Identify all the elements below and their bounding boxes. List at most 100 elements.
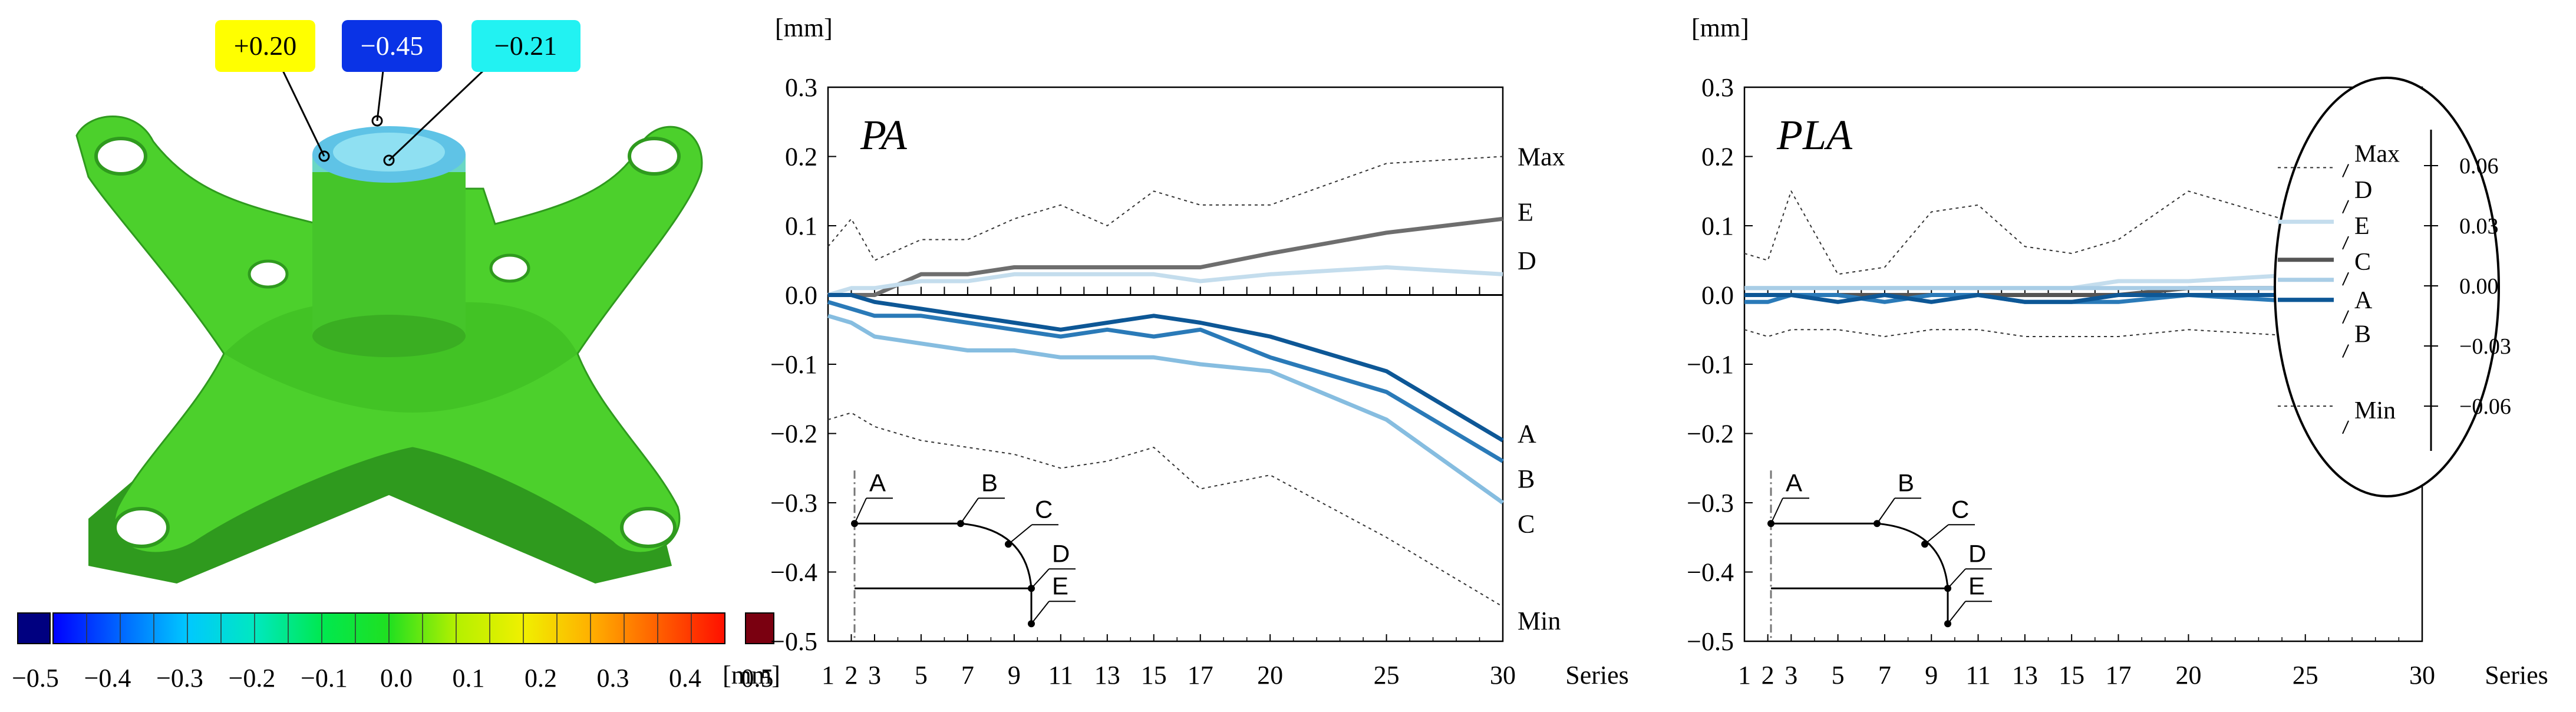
- x-axis-unit-label: [mm]: [723, 661, 780, 690]
- series-line-b: [827, 299, 1504, 463]
- zoom-tick-label: 0.00: [2459, 274, 2499, 299]
- colorbar-tick-label: 0.1: [453, 664, 485, 693]
- colorbar-tick-label: 0.2: [525, 664, 557, 693]
- colorbar-tick-label: 0.3: [597, 664, 629, 693]
- inset-leader: [854, 497, 867, 524]
- zoom-series-label: Min: [2354, 397, 2396, 424]
- y-tick-label: −0.5: [770, 627, 817, 656]
- zoom-series-label: B: [2354, 321, 2371, 348]
- x-tick-label: 5: [1832, 661, 1845, 690]
- y-axis-label: [mm]: [775, 14, 833, 42]
- x-tick-label: 3: [1785, 661, 1797, 690]
- zoom-ellipse: [2274, 77, 2500, 497]
- zoom-label-leader: [2342, 272, 2349, 286]
- y-tick-label: 0.2: [1701, 143, 1734, 172]
- series-line-c: [827, 314, 1505, 505]
- zoom-tick-label: −0.03: [2459, 334, 2511, 359]
- x-tick-label: 25: [2293, 661, 2318, 690]
- x-tick-label: 20: [1257, 661, 1283, 690]
- x-axis-label: Series: [1565, 661, 1629, 690]
- profile-inset: A B CDE: [851, 469, 1076, 642]
- inset-leader: [1947, 601, 1966, 624]
- inset-leader: [1770, 497, 1783, 524]
- callout-label: −0.21: [494, 31, 557, 61]
- colorbar-tick-label: −0.4: [84, 664, 131, 693]
- x-tick-label: 1: [1738, 661, 1751, 690]
- lug-hole-top-left: [94, 137, 147, 176]
- side-hole-left: [248, 259, 289, 289]
- inset-label: B: [981, 469, 998, 496]
- y-tick-label: 0.0: [785, 281, 817, 310]
- colorbar-tick-label: −0.3: [156, 664, 203, 693]
- boss-cylinder: [312, 159, 466, 336]
- inset-label: C: [1951, 495, 1969, 523]
- y-tick-label: −0.2: [770, 420, 817, 449]
- colorbar-tick-label: 0.5: [741, 664, 774, 693]
- x-tick-label: 9: [1925, 661, 1938, 690]
- series-end-label: A: [1518, 420, 1536, 449]
- series-line-b: [1744, 293, 2330, 304]
- colorbar-tick-label: −0.5: [12, 664, 59, 693]
- series-end-label: B: [1518, 464, 1535, 493]
- inset-profile: [855, 522, 1033, 624]
- zoom-label-leader: [2342, 164, 2349, 178]
- y-tick-label: 0.3: [1701, 73, 1734, 102]
- y-tick-label: 0.3: [785, 73, 817, 102]
- y-tick-label: 0.1: [1701, 212, 1734, 240]
- inset-leader: [1008, 524, 1033, 545]
- callout-1: +0.20: [215, 20, 315, 72]
- callout-label: +0.20: [234, 31, 296, 61]
- x-axis-label: Series: [2485, 661, 2548, 690]
- x-tick-label: 2: [1762, 661, 1774, 690]
- zoom-label-leader: [2342, 420, 2349, 434]
- callout-leader-2: [376, 70, 384, 121]
- inset-label: D: [1968, 539, 1986, 567]
- series-line-e: [828, 216, 1503, 297]
- colorbar-over: [745, 612, 774, 644]
- series-line-max: [1744, 190, 2329, 275]
- chart-pa: 0.3 0.2 0.1 0.0 −0.1 −0.2 −0.3 −0.4 −0.5 [mm] 1 2 3 5…: [723, 14, 1629, 690]
- zoom-series-label: E: [2354, 213, 2370, 240]
- chart-title: PA: [860, 111, 908, 159]
- zoom-label-leader: [2342, 236, 2349, 250]
- lug-hole-bottom-left: [113, 507, 170, 548]
- x-tick-label: 5: [915, 661, 928, 690]
- x-tick-label: 15: [2059, 661, 2084, 690]
- chart-title: PLA: [1776, 111, 1853, 159]
- callout-3: −0.21: [471, 20, 580, 72]
- inset-leader: [1031, 601, 1050, 624]
- callout-2: −0.45: [342, 20, 442, 72]
- x-tick-label: 17: [2105, 661, 2131, 690]
- x-tick-label: 2: [845, 661, 857, 690]
- series-line-d: [827, 265, 1503, 297]
- color-scale-bar: −0.5 −0.4 −0.3 −0.2 −0.1 0.0 0.1 0.2 0.3 0.4 0.5: [12, 612, 774, 693]
- colorbar-tick-label: 0.4: [669, 664, 701, 693]
- inset-leader: [1924, 524, 1949, 545]
- callout-label: −0.45: [361, 31, 423, 61]
- y-tick-label: −0.4: [770, 558, 817, 587]
- colorbar-tick-label: 0.0: [380, 664, 413, 693]
- zoom-tick-label: 0.06: [2459, 154, 2499, 179]
- y-tick-label: 0.0: [1701, 281, 1734, 310]
- zoom-label-leader: [2342, 200, 2349, 214]
- series-line-max: [827, 156, 1503, 261]
- boss-cylinder-bottom: [312, 315, 466, 357]
- inset-leader: [1947, 568, 1966, 589]
- inset-label: E: [1052, 572, 1068, 599]
- part-deviation-map: +0.20 −0.45 −0.21: [75, 20, 703, 584]
- x-tick-label: 13: [1094, 661, 1120, 690]
- lug-hole-bottom-right: [620, 507, 677, 548]
- callout-leader-3: [388, 70, 484, 161]
- series-end-label: Min: [1518, 606, 1561, 635]
- inset-leader: [1876, 497, 1895, 524]
- y-tick-label: −0.1: [1687, 350, 1734, 379]
- x-tick-label: 11: [1965, 661, 1990, 690]
- series-end-label: D: [1518, 246, 1536, 275]
- zoom-label-leader: [2342, 344, 2349, 358]
- inset-label: D: [1052, 539, 1070, 567]
- series-line-min: [827, 412, 1503, 608]
- series-end-label: Max: [1518, 143, 1565, 172]
- y-tick-label: −0.2: [1687, 420, 1734, 449]
